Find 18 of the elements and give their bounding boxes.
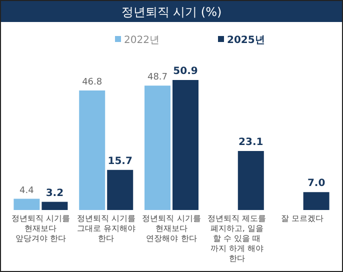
data-label: 15.7 [108,156,132,167]
x-tick-label: 정년퇴직 시기를 현재보다 앞당겨야 한다 [11,214,70,243]
data-label: 50.9 [173,66,198,77]
legend-label: 2025년 [227,35,265,46]
legend-label: 2022년 [124,35,160,46]
x-tick-label: 정년퇴직 시기를 현재보다 연장해야 한다 [142,214,201,243]
x-tick-label: 잘 모르겠다 [281,214,324,223]
data-label: 7.0 [307,178,326,190]
data-label: 4.4 [20,186,34,196]
data-label: 46.8 [82,77,102,88]
data-label: 48.7 [147,72,168,83]
legend-item: 2025년 [218,35,265,46]
x-tick-label: 정년퇴직 제도를 폐지하고, 일을 할 수 있을 때 까지 하게 해야 한다 [208,214,266,263]
data-label: 3.2 [46,188,64,199]
chart-title: 정년퇴직 시기 (%) [121,5,222,19]
x-tick-label: 정년퇴직 시기를 그대로 유지해야 한다 [76,214,136,243]
data-label: 23.1 [238,137,264,148]
legend-item: 2022년 [115,35,160,46]
